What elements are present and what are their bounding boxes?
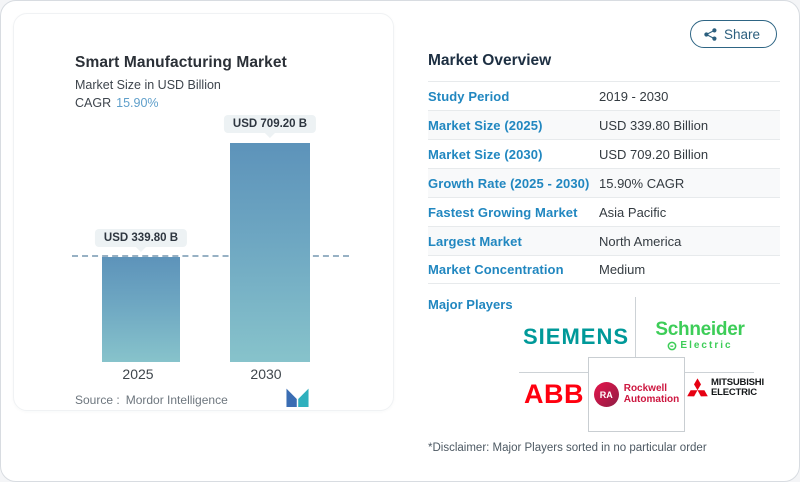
schneider-electric-text: Electric — [680, 340, 733, 351]
row-label: Market Size (2025) — [428, 117, 543, 133]
players-horizontal-divider-right — [684, 372, 754, 373]
chart-title: Smart Manufacturing Market — [75, 54, 287, 71]
row-label: Study Period — [428, 88, 510, 104]
row-label: Largest Market — [428, 233, 522, 249]
bar-2025[interactable] — [102, 257, 180, 362]
row-value: North America — [599, 233, 682, 249]
siemens-logo: SIEMENS — [522, 324, 630, 349]
table-row: Largest Market North America — [428, 226, 780, 255]
schneider-circle-icon — [667, 341, 677, 351]
reference-dashed-line — [72, 255, 349, 257]
table-row: Growth Rate (2025 - 2030) 15.90% CAGR — [428, 168, 780, 197]
row-value: 15.90% CAGR — [599, 175, 685, 191]
bar-label-2030: USD 709.20 B — [223, 115, 317, 133]
players-vertical-divider — [635, 297, 636, 359]
schneider-electric-line: Electric — [647, 340, 753, 351]
row-value: USD 339.80 Billion — [599, 117, 709, 133]
share-button[interactable]: Share — [690, 20, 778, 48]
row-value: USD 709.20 Billion — [599, 146, 709, 162]
abb-logo: ABB — [524, 379, 584, 409]
table-row: Market Size (2025) USD 339.80 Billion — [428, 110, 780, 139]
row-label: Market Size (2030) — [428, 146, 543, 162]
source-attribution: Source : Mordor Intelligence — [75, 393, 228, 407]
row-value: Asia Pacific — [599, 204, 667, 220]
row-label: Market Concentration — [428, 262, 564, 277]
schneider-electric-logo: Schneider Electric — [647, 319, 753, 351]
table-row: Market Size (2030) USD 709.20 Billion — [428, 139, 780, 168]
row-value: Medium — [599, 262, 646, 277]
overview-title: Market Overview — [428, 52, 552, 69]
major-players-label: Major Players — [428, 297, 513, 312]
chart-card: Smart Manufacturing Market Market Size i… — [13, 13, 394, 411]
share-button-label: Share — [724, 26, 761, 42]
row-label: Fastest Growing Market — [428, 204, 578, 220]
cagr-value: 15.90% — [116, 96, 159, 110]
rockwell-wordmark: Rockwell Automation — [623, 383, 680, 405]
row-value: 2019 - 2030 — [599, 88, 669, 104]
overview-table: Study Period 2019 - 2030 Market Size (202… — [428, 81, 780, 284]
schneider-wordmark: Schneider — [655, 319, 745, 340]
mitsubishi-wordmark: MITSUBISHI ELECTRIC — [711, 377, 764, 398]
players-disclaimer: *Disclaimer: Major Players sorted in no … — [428, 442, 707, 454]
mordor-intelligence-logo-icon — [285, 386, 310, 414]
bar-2030[interactable] — [230, 143, 310, 362]
x-tick-2025: 2025 — [122, 366, 154, 382]
bar-column-2025: USD 339.80 B — [94, 119, 188, 362]
table-row: Fastest Growing Market Asia Pacific — [428, 197, 780, 226]
mitsubishi-three-diamond-icon — [687, 378, 708, 397]
chart-subtitle: Market Size in USD Billion — [75, 78, 221, 92]
players-horizontal-divider-left — [519, 372, 589, 373]
mitsubishi-electric-logo: MITSUBISHI ELECTRIC — [687, 378, 764, 397]
bar-chart-plot: USD 339.80 B USD 709.20 B — [72, 115, 349, 362]
rockwell-automation-logo: RA Rockwell Automation — [588, 357, 685, 432]
bar-label-2025: USD 339.80 B — [94, 229, 188, 247]
source-name: Mordor Intelligence — [125, 393, 228, 407]
row-label: Growth Rate (2025 - 2030) — [428, 175, 590, 191]
rockwell-ra-badge-icon: RA — [593, 382, 619, 407]
x-tick-2030: 2030 — [250, 366, 282, 382]
share-icon — [704, 27, 717, 41]
source-label: Source : — [75, 393, 120, 407]
bar-column-2030: USD 709.20 B — [223, 115, 317, 362]
table-row: Study Period 2019 - 2030 — [428, 81, 780, 110]
table-row: Market Concentration Medium — [428, 255, 780, 284]
chart-cagr: CAGR 15.90% — [75, 96, 159, 110]
cagr-label: CAGR — [75, 96, 112, 110]
